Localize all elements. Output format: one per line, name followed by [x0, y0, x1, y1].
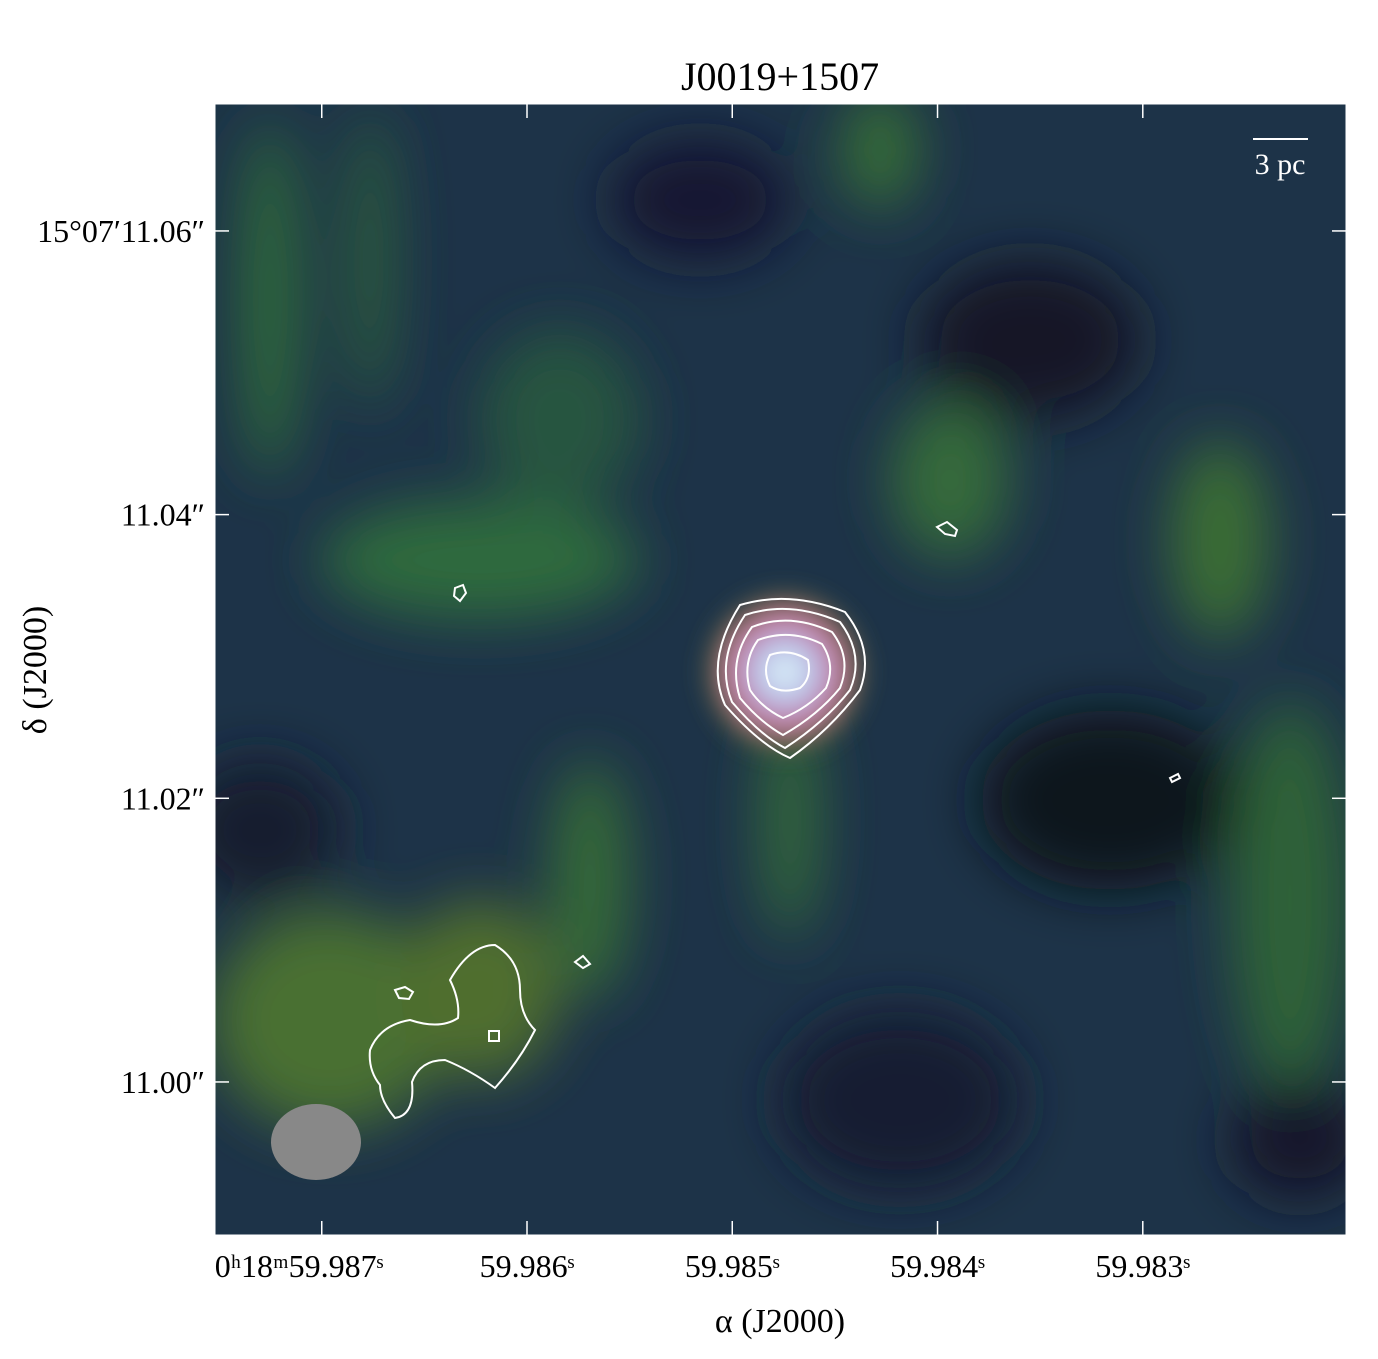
- y-axis-label: δ (J2000): [17, 606, 54, 734]
- beam: [271, 1104, 361, 1180]
- y-tick-label: 11.02″: [121, 780, 205, 816]
- x-tick-label: 0ʰ18ᵐ59.987ˢ: [215, 1248, 384, 1284]
- image-map: [215, 104, 1346, 1235]
- frame: [214, 103, 1347, 1236]
- x-tick-label: 59.984ˢ: [890, 1248, 985, 1284]
- x-tick-label: 59.985ˢ: [685, 1248, 780, 1284]
- contours: [368, 520, 1182, 1120]
- y-tick-label: 15°07′11.06″: [37, 213, 205, 249]
- x-tick-label: 59.986ˢ: [480, 1248, 575, 1284]
- scale-bar-label: 3 pc: [1255, 148, 1306, 181]
- chart-title: J0019+1507: [681, 54, 879, 99]
- x-tick-label: 59.983ˢ: [1095, 1248, 1190, 1284]
- y-tick-label: 11.00″: [121, 1064, 205, 1100]
- y-tick-label: 11.04″: [121, 497, 205, 533]
- x-axis-label: α (J2000): [715, 1303, 845, 1340]
